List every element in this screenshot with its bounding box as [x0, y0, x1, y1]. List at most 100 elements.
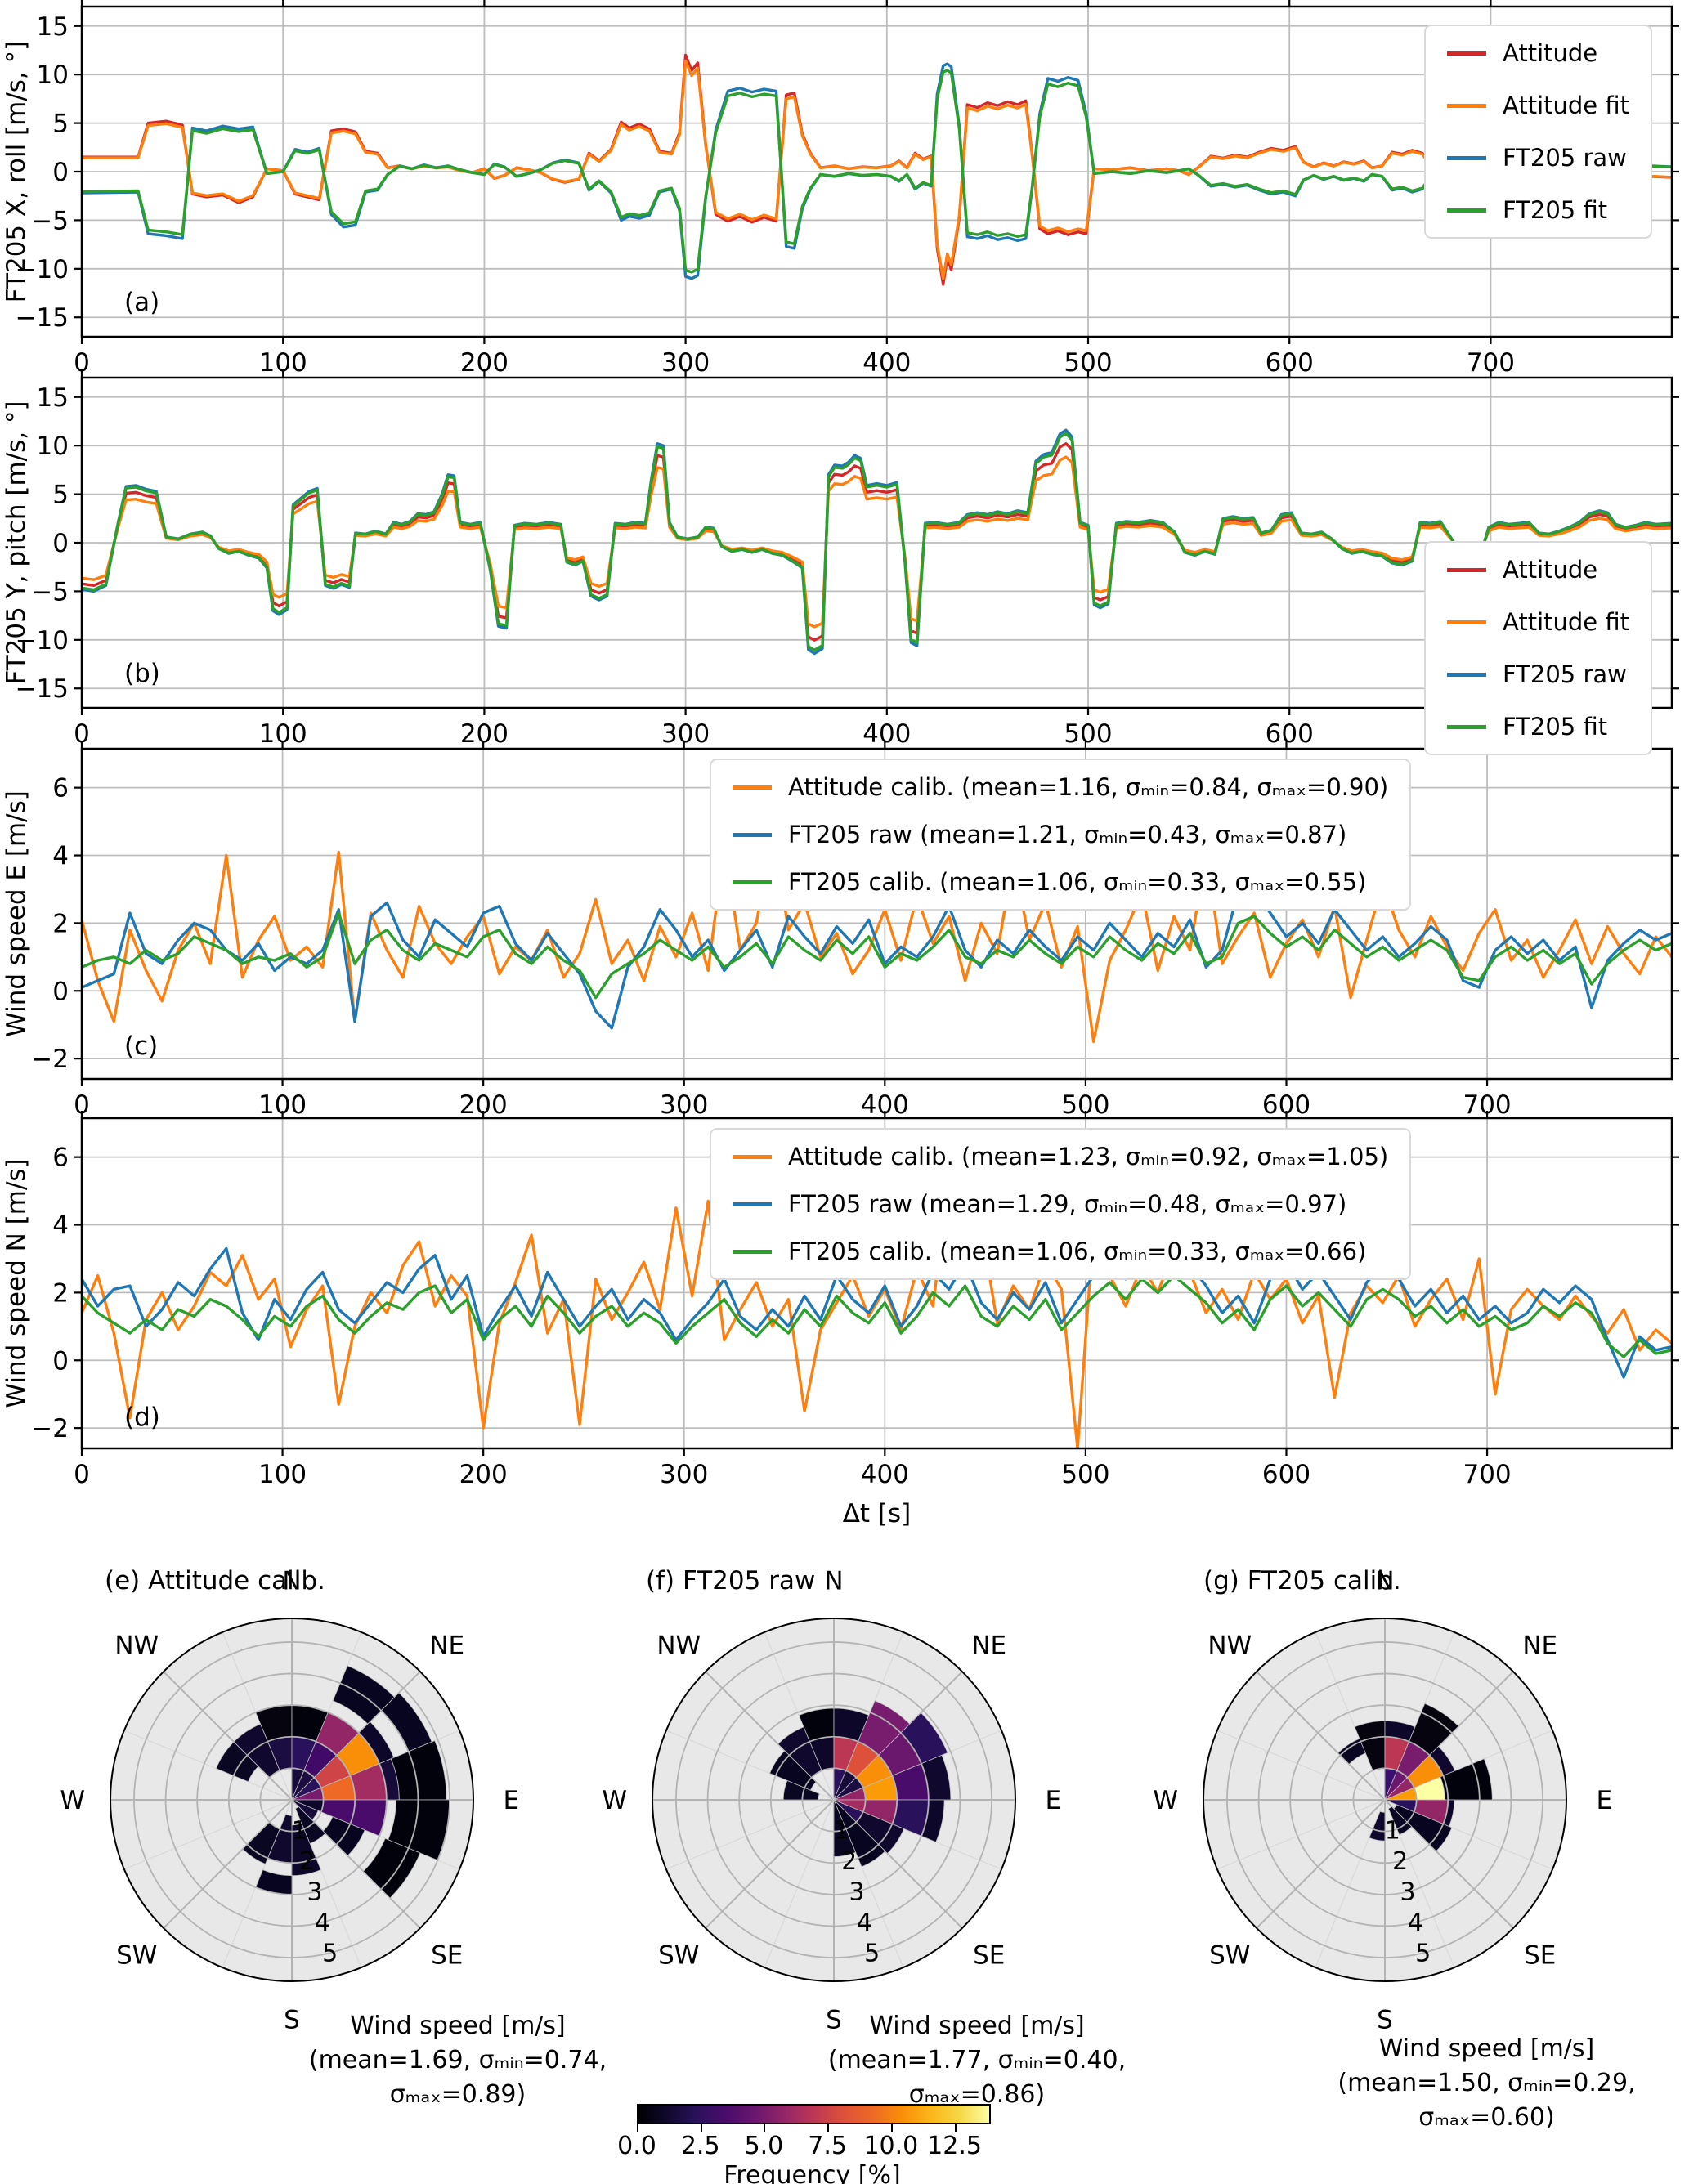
legend-label: Attitude calib. (mean=1.16, σₘᵢₙ=0.84, σ…: [788, 773, 1389, 801]
rose-segment: [833, 1799, 857, 1857]
legend-swatch-green: [733, 879, 772, 884]
x-tick-label: 400: [861, 1460, 909, 1489]
legend-item: Attitude calib. (mean=1.16, σₘᵢₙ=0.84, σ…: [733, 773, 1388, 801]
rose-caption-f-line1: Wind speed [m/s]: [869, 2012, 1085, 2040]
compass-label-SW: SW: [658, 1941, 699, 1971]
legend-item: FT205 raw (mean=1.29, σₘᵢₙ=0.48, σₘₐₓ=0.…: [733, 1190, 1388, 1218]
y-tick-label: 10: [37, 432, 69, 461]
compass-label-NE: NE: [429, 1631, 464, 1660]
compass-label-NE: NE: [1522, 1631, 1557, 1660]
compass-label-SE: SE: [431, 1941, 463, 1971]
y-tick-label: 5: [52, 481, 69, 510]
legend-item: FT205 raw: [1447, 144, 1629, 172]
compass-label-SE: SE: [1524, 1941, 1556, 1971]
compass-label-SW: SW: [116, 1941, 157, 1971]
rose-segment: [1387, 1806, 1413, 1836]
panel-letter-d: (d): [124, 1403, 160, 1432]
compass-label-W: W: [1153, 1786, 1178, 1815]
legend-item: FT205 calib. (mean=1.06, σₘᵢₙ=0.33, σₘₐₓ…: [733, 868, 1388, 896]
compass-label-NW: NW: [656, 1631, 701, 1660]
colorbar-tick-label: 0.0: [617, 2132, 656, 2160]
rose-ring-label: 1: [834, 1816, 849, 1845]
colorbar-tick-label: 7.5: [808, 2132, 847, 2160]
compass-label-NW: NW: [114, 1631, 159, 1660]
y-tick-label: 5: [52, 110, 69, 139]
rose-title-g: (g) FT205 calib.: [1203, 1566, 1401, 1595]
compass-label-S: S: [826, 2005, 842, 2034]
y-tick-label: 0: [52, 158, 69, 187]
legend-swatch-green: [1447, 208, 1486, 213]
colorbar-tick-label: 12.5: [927, 2132, 982, 2160]
legend-label: FT205 fit: [1503, 713, 1608, 741]
wind-rose-e: 123 45 N NE E SE S SW W NW: [60, 1567, 519, 2035]
series-d-0: [82, 1172, 1672, 1448]
legend-label: FT205 fit: [1503, 196, 1608, 224]
rose-ring-label: 3: [1400, 1877, 1415, 1906]
compass-label-W: W: [602, 1786, 627, 1815]
colorbar: [637, 2104, 991, 2124]
legend-swatch-blue: [1447, 155, 1486, 160]
compass-label-SE: SE: [973, 1941, 1005, 1971]
legend-swatch-green: [1447, 724, 1486, 729]
rose-ring-label: 2: [299, 1847, 315, 1876]
y-tick-label: 2: [52, 909, 69, 938]
rose-caption-e: Wind speed [m/s] (mean=1.69, σₘᵢₙ=0.74, …: [278, 2009, 638, 2112]
y-tick-label: −2: [31, 1414, 69, 1443]
legend-item: Attitude: [1447, 556, 1629, 584]
rose-caption-e-line2: (mean=1.69, σₘᵢₙ=0.74, σₘₐₓ=0.89): [308, 2046, 607, 2109]
compass-label-N: N: [282, 1567, 301, 1596]
y-tick-label: −15: [16, 674, 69, 704]
legend-label: Attitude: [1503, 556, 1598, 584]
x-tick-label: 200: [460, 719, 509, 749]
wind-rose-f: 123 45 N NE E SE S SW W NW: [602, 1567, 1061, 2035]
y-tick-label: 6: [52, 774, 69, 803]
rose-ring-label: 4: [857, 1909, 872, 1937]
panel-a: 0 100 200 300 400 500 600 700151050−5−10−15FT20…: [2, 0, 1679, 378]
x-tick-label: 700: [1463, 1460, 1511, 1489]
legend-label: Attitude fit: [1503, 92, 1629, 119]
legend-item: Attitude fit: [1447, 608, 1629, 636]
legend-item: FT205 raw: [1447, 660, 1629, 688]
legend-panel-c: Attitude calib. (mean=1.16, σₘᵢₙ=0.84, σ…: [710, 759, 1412, 911]
x-tick-label: 200: [459, 1460, 508, 1489]
x-tick-label: 600: [1266, 719, 1314, 749]
rose-ring-label: 4: [315, 1909, 330, 1937]
colorbar-tick: [637, 2124, 638, 2132]
rose-caption-f-line2: (mean=1.77, σₘᵢₙ=0.40, σₘₐₓ=0.86): [827, 2046, 1127, 2109]
x-tick-label: 600: [1262, 1460, 1310, 1489]
legend-label: FT205 raw: [1503, 144, 1627, 172]
series-d-2: [82, 1274, 1672, 1358]
rose-caption-g: Wind speed [m/s] (mean=1.50, σₘᵢₙ=0.29, …: [1275, 2032, 1698, 2135]
compass-label-E: E: [504, 1786, 520, 1815]
panel-letter-b: (b): [124, 659, 160, 688]
y-tick-label: 0: [52, 977, 69, 1006]
x-tick-label: 300: [660, 1460, 708, 1489]
compass-label-NW: NW: [1207, 1631, 1252, 1660]
legend-swatch-orange: [733, 1154, 772, 1159]
rose-caption-e-line1: Wind speed [m/s]: [350, 2012, 566, 2040]
y-tick-label: −15: [16, 303, 69, 333]
y-tick-label: −10: [16, 626, 69, 656]
x-tick-label: 500: [1061, 1460, 1109, 1489]
series-d-1: [82, 1243, 1672, 1379]
legend-label: Attitude fit: [1503, 608, 1629, 636]
y-axis-label-a: FT205 X, roll [m/s, °]: [2, 41, 31, 303]
y-tick-label: 0: [52, 529, 69, 558]
colorbar-tick: [827, 2124, 830, 2132]
compass-label-E: E: [1046, 1786, 1062, 1815]
rose-segment: [782, 1779, 820, 1801]
colorbar-tick-label: 2.5: [680, 2132, 720, 2160]
x-tick-label: 0: [74, 348, 90, 378]
y-tick-label: 0: [52, 1346, 69, 1376]
rose-segment: [1393, 1804, 1453, 1852]
colorbar-tick-label: 10.0: [863, 2132, 919, 2160]
rose-ring-label: 4: [1408, 1909, 1423, 1937]
legend-label: Attitude calib. (mean=1.23, σₘᵢₙ=0.92, σ…: [788, 1143, 1389, 1170]
x-tick-label: 0: [74, 1090, 90, 1120]
legend-item: FT205 fit: [1447, 713, 1629, 741]
series-a-3: [82, 69, 1672, 274]
rose-ring-label: 2: [841, 1847, 857, 1876]
